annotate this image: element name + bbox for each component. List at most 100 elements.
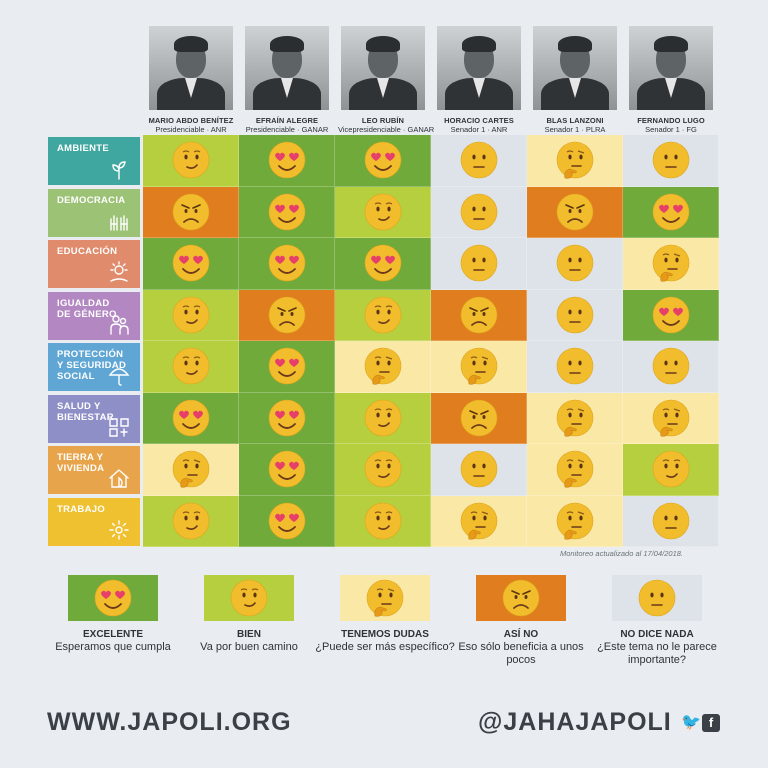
face-dudas-icon <box>652 244 689 282</box>
face-excelente-icon <box>172 399 209 437</box>
candidate-role: Senador 1 · ANR <box>450 125 508 134</box>
candidate-name: LEO RUBÍN <box>361 116 405 125</box>
face-excelente-icon <box>268 450 305 488</box>
candidate-role: Senador 1 · FG <box>645 125 697 134</box>
candidate-photo <box>437 26 521 110</box>
theme-label-text: AMBIENTE <box>57 143 110 154</box>
social-handle[interactable]: @JAHAJAPOLI <box>478 708 672 736</box>
candidate-name: HORACIO CARTES <box>444 116 514 125</box>
rating-cell <box>143 444 239 496</box>
candidate-name: EFRAÍN ALEGRE <box>255 116 319 125</box>
theme-label-text: IGUALDAD DE GÉNERO <box>57 297 117 320</box>
legend-entry: BIEN Va por buen camino <box>179 628 319 654</box>
rating-cell <box>431 392 527 444</box>
rating-cell <box>143 392 239 444</box>
rating-cell <box>335 341 431 393</box>
face-excelente-icon <box>268 141 305 179</box>
rating-cell <box>239 186 335 238</box>
legend-entry: NO DICE NADA ¿Este tema no le parece impo… <box>587 628 727 667</box>
rating-cell <box>623 186 719 238</box>
rating-cell <box>143 238 239 290</box>
rating-cell <box>527 341 623 393</box>
face-nada-icon <box>638 579 676 617</box>
face-excelente-icon <box>652 296 689 334</box>
face-bien-icon <box>364 450 401 488</box>
face-excelente-icon <box>268 399 305 437</box>
rating-cell <box>239 444 335 496</box>
face-bien-icon <box>230 579 268 617</box>
face-bien-icon <box>172 296 209 334</box>
theme-label-text: TIERRA Y VIVIENDA <box>57 452 105 474</box>
rating-cell <box>623 238 719 290</box>
legend-description: ¿Este tema no le parece importante? <box>597 641 717 666</box>
face-excelente-icon <box>94 579 132 617</box>
candidate-role: Vicepresidenciable · GANAR <box>338 125 435 134</box>
rating-cell <box>239 495 335 547</box>
legend-swatch <box>68 575 158 621</box>
rating-cell <box>335 135 431 187</box>
rating-cell <box>527 444 623 496</box>
legend-title: TENEMOS DUDAS <box>341 629 429 640</box>
umbrella-icon <box>108 368 130 386</box>
face-bien-icon <box>364 193 401 231</box>
website-url[interactable]: WWW.JAPOLI.ORG <box>47 708 292 736</box>
rating-cell <box>335 186 431 238</box>
candidate-photo <box>533 26 617 110</box>
face-bien-icon <box>364 399 401 437</box>
legend-swatch <box>476 575 566 621</box>
rating-cell <box>527 289 623 341</box>
people-icon <box>110 314 129 335</box>
candidate-5: BLAS LANZONI Senador 1 · PLRA <box>530 26 620 134</box>
face-dudas-icon <box>460 347 497 385</box>
legend-title: NO DICE NADA <box>620 629 694 640</box>
candidate-6: FERNANDO LUGO Senador 1 · FG <box>626 26 716 134</box>
candidate-role: Presidenciable · ANR <box>155 125 227 134</box>
legend-entry: EXCELENTE Esperamos que cumpla <box>43 628 183 654</box>
legend-description: ¿Puede ser más específico? <box>315 641 455 653</box>
legend-title: EXCELENTE <box>82 629 143 640</box>
rating-cell <box>431 186 527 238</box>
face-dudas-icon <box>364 347 401 385</box>
theme-label: TRABAJO <box>48 497 140 546</box>
face-excelente-icon <box>652 193 689 231</box>
gear-icon <box>109 519 129 540</box>
rating-cell <box>239 289 335 341</box>
candidate-2: EFRAÍN ALEGRE Presidenciable · GANAR <box>242 26 332 134</box>
rating-cell <box>143 186 239 238</box>
legend-description: Eso sólo beneficia a unos pocos <box>458 641 584 666</box>
candidate-role: Presidenciable · GANAR <box>245 125 329 134</box>
health-icon <box>109 417 129 437</box>
face-nada-icon <box>556 296 593 334</box>
rating-cell <box>623 444 719 496</box>
face-asi-no-icon <box>556 193 593 231</box>
candidate-3: LEO RUBÍN Vicepresidenciable · GANAR <box>338 26 435 134</box>
face-dudas-icon <box>556 502 593 540</box>
rating-cell <box>431 495 527 547</box>
rating-cell <box>527 392 623 444</box>
face-excelente-icon <box>268 347 305 385</box>
face-dudas-icon <box>556 399 593 437</box>
face-dudas-icon <box>172 450 209 488</box>
legend-title: ASÍ NO <box>503 629 539 640</box>
face-dudas-icon <box>652 399 689 437</box>
candidate-name: MARIO ABDO BENÍTEZ <box>148 116 234 125</box>
rating-cell <box>143 495 239 547</box>
legend-swatch <box>612 575 702 621</box>
twitter-icon[interactable]: 🐦 <box>681 714 701 731</box>
candidate-role: Senador 1 · PLRA <box>544 125 606 134</box>
facebook-icon[interactable]: f <box>702 714 720 732</box>
theme-label-text: TRABAJO <box>57 503 106 515</box>
face-nada-icon <box>460 244 497 282</box>
legend-swatch <box>204 575 294 621</box>
sun-book-icon <box>110 261 128 282</box>
rating-cell <box>239 238 335 290</box>
face-bien-icon <box>172 347 209 385</box>
rating-cell <box>239 392 335 444</box>
face-bien-icon <box>172 502 209 540</box>
rating-cell <box>431 289 527 341</box>
candidate-photo <box>149 26 233 110</box>
rating-cell <box>623 341 719 393</box>
face-asi-no-icon <box>268 296 305 334</box>
legend-title: BIEN <box>237 629 261 640</box>
raised-hands-icon <box>110 214 128 231</box>
